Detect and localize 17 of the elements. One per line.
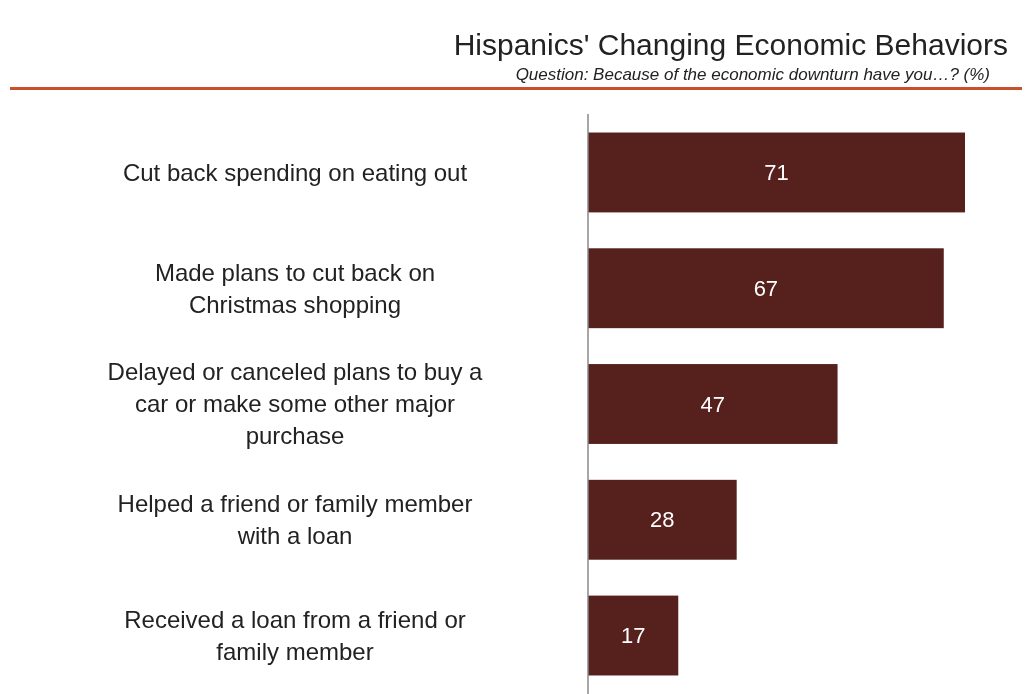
data-label: 67 <box>753 275 779 301</box>
chart-subtitle: Question: Because of the economic downturn have you…? (%) <box>515 65 990 84</box>
y-tick-label: Helped a friend or family member with a loan <box>117 490 473 550</box>
data-label: 17 <box>620 623 646 649</box>
bar <box>588 364 838 444</box>
data-label: 47 <box>700 391 726 417</box>
bar <box>588 479 737 560</box>
y-tick-label: Made plans to cut back on Christmas shopping <box>154 258 436 318</box>
data-label: 71 <box>764 160 789 186</box>
bar <box>588 248 944 329</box>
bar <box>588 132 965 213</box>
chart-title: Hispanics' Changing Economic Behaviors <box>453 28 1008 61</box>
y-tick-label: Cut back spending on eating out <box>122 158 468 186</box>
y-tick-label: Received a loan from a friend or family member <box>124 605 466 665</box>
data-label: 28 <box>650 507 675 533</box>
bar <box>588 595 679 676</box>
y-tick-label: Delayed or canceled plans to buy a car or make some other major purchase <box>107 358 484 450</box>
